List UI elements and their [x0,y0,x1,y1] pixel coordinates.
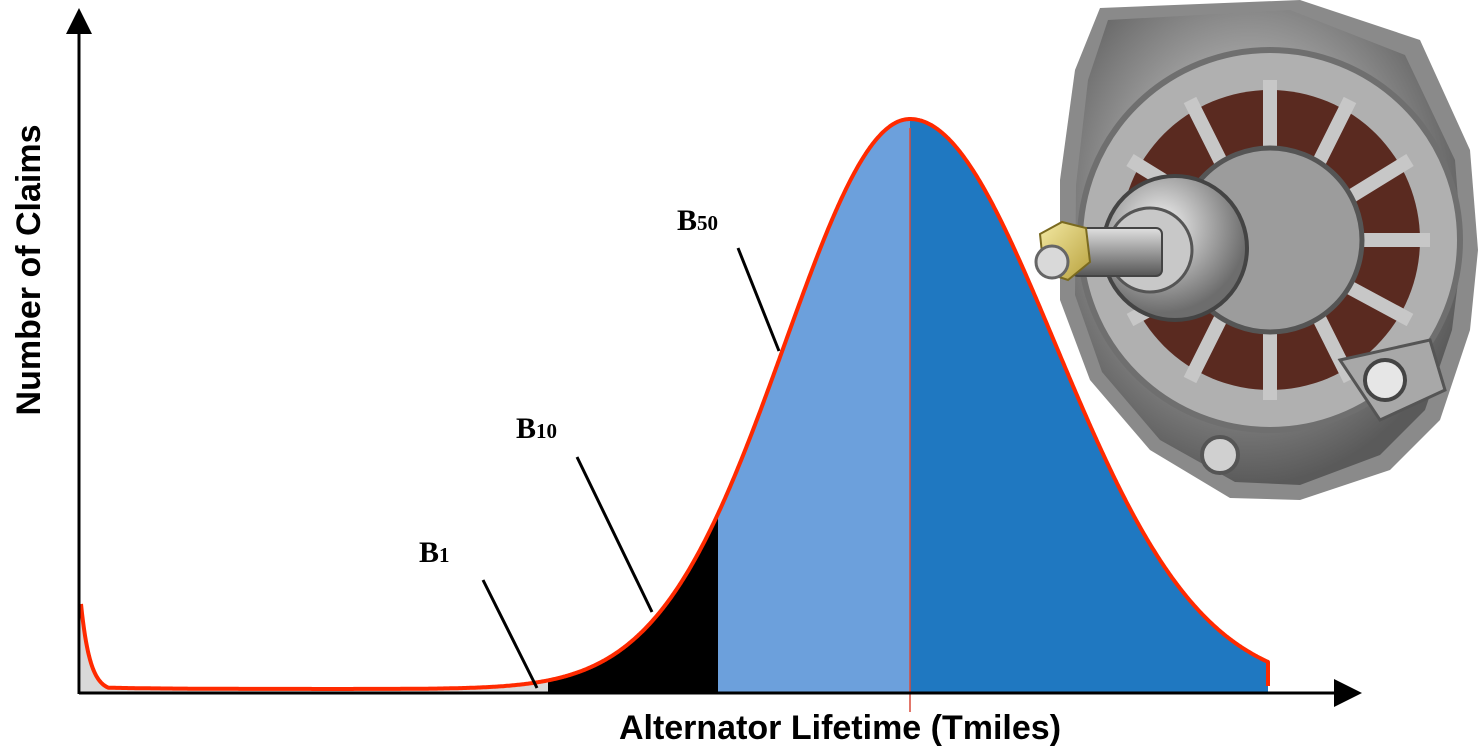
b50-label: B50 [677,204,718,237]
b10-label: B10 [516,412,557,445]
region-b1-to-b10 [548,514,718,692]
alternator-photo [1036,0,1478,500]
y-axis-title: Number of Claims [10,125,48,416]
b50-label-sub: 50 [697,211,718,235]
b10-leader-line [577,457,652,612]
b1-label-sub: 1 [439,543,450,567]
b1-label-main: B [419,536,439,569]
x-axis-arrow-icon [1334,679,1362,707]
alternator-shaft-tip [1036,246,1068,278]
alternator-bolt-hole [1202,437,1238,473]
region-b10-to-b50 [718,119,910,692]
b10-label-main: B [516,412,536,445]
b1-leader-line [483,580,537,688]
b50-leader-line [738,248,779,351]
b1-label: B1 [419,536,450,569]
b50-label-main: B [677,204,697,237]
y-axis-arrow-icon [66,8,92,34]
x-axis-title: Alternator Lifetime (Tmiles) [619,709,1061,747]
alternator-mount-hole [1365,360,1405,400]
b10-label-sub: 10 [536,419,557,443]
region-early-failures [81,604,548,692]
